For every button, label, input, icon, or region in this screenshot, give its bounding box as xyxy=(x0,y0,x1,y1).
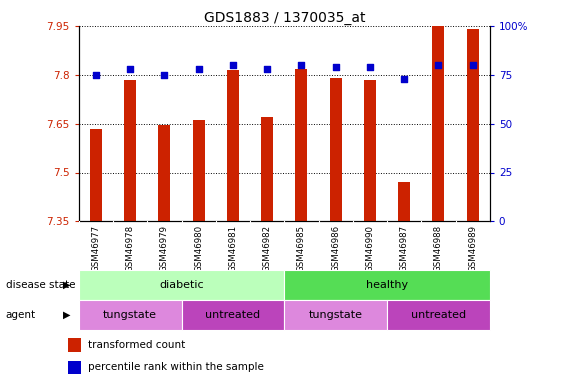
Point xyxy=(126,66,135,72)
Bar xyxy=(330,78,342,221)
Bar xyxy=(284,270,490,300)
Text: untreated: untreated xyxy=(411,310,466,320)
Text: GSM46987: GSM46987 xyxy=(400,225,409,272)
Bar xyxy=(68,361,81,374)
Text: diabetic: diabetic xyxy=(159,280,204,290)
Text: ▶: ▶ xyxy=(63,310,70,320)
Text: GSM46977: GSM46977 xyxy=(91,225,100,272)
Text: ▶: ▶ xyxy=(63,280,70,290)
Text: GSM46988: GSM46988 xyxy=(434,225,443,272)
Point xyxy=(229,62,238,68)
Text: GSM46982: GSM46982 xyxy=(263,225,272,272)
Point xyxy=(263,66,272,72)
Bar xyxy=(387,300,490,330)
Bar xyxy=(79,270,284,300)
Text: percentile rank within the sample: percentile rank within the sample xyxy=(88,363,263,372)
Point xyxy=(468,62,477,68)
Point xyxy=(194,66,203,72)
Bar xyxy=(193,120,205,221)
Bar xyxy=(79,300,181,330)
Bar xyxy=(227,70,239,221)
Bar xyxy=(158,125,171,221)
Bar xyxy=(90,129,102,221)
Text: GSM46980: GSM46980 xyxy=(194,225,203,272)
Text: tungstate: tungstate xyxy=(103,310,157,320)
Point xyxy=(160,72,169,78)
Text: healthy: healthy xyxy=(366,280,408,290)
Title: GDS1883 / 1370035_at: GDS1883 / 1370035_at xyxy=(204,11,365,25)
Text: GSM46990: GSM46990 xyxy=(365,225,374,272)
Bar xyxy=(68,338,81,352)
Text: tungstate: tungstate xyxy=(309,310,363,320)
Bar xyxy=(364,80,376,221)
Text: GSM46989: GSM46989 xyxy=(468,225,477,272)
Point xyxy=(297,62,306,68)
Text: GSM46978: GSM46978 xyxy=(126,225,135,272)
Point xyxy=(400,76,409,82)
Bar xyxy=(124,80,136,221)
Point xyxy=(91,72,100,78)
Bar xyxy=(398,182,410,221)
Bar xyxy=(284,300,387,330)
Text: GSM46986: GSM46986 xyxy=(331,225,340,272)
Bar xyxy=(181,300,284,330)
Text: disease state: disease state xyxy=(6,280,75,290)
Point xyxy=(434,62,443,68)
Text: GSM46981: GSM46981 xyxy=(229,225,238,272)
Bar xyxy=(296,69,307,221)
Text: agent: agent xyxy=(6,310,36,320)
Bar xyxy=(467,30,479,221)
Text: GSM46985: GSM46985 xyxy=(297,225,306,272)
Bar xyxy=(432,26,444,221)
Text: untreated: untreated xyxy=(205,310,261,320)
Bar xyxy=(261,117,273,221)
Point xyxy=(365,64,374,70)
Point xyxy=(331,64,340,70)
Text: transformed count: transformed count xyxy=(88,340,185,350)
Text: GSM46979: GSM46979 xyxy=(160,225,169,272)
